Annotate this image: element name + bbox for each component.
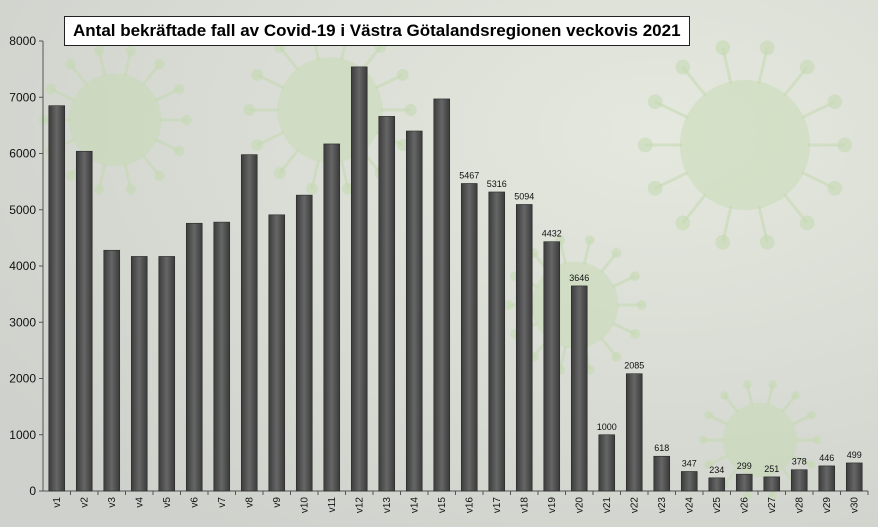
x-tick-label: v5 <box>162 497 173 508</box>
bar-v13 <box>378 116 396 492</box>
bar-v15 <box>433 98 451 492</box>
virus-decoration <box>637 40 853 250</box>
x-tick-label: v20 <box>574 497 585 514</box>
x-tick-label: v26 <box>739 497 750 514</box>
bar-v27 <box>763 476 781 492</box>
data-label: 378 <box>792 457 807 467</box>
virus-decoration <box>698 380 822 500</box>
data-label: 446 <box>819 453 834 463</box>
x-tick-label: v16 <box>464 497 475 514</box>
bar-v24 <box>680 471 698 492</box>
bar-v21 <box>598 434 616 492</box>
x-tick-label: v13 <box>382 497 393 514</box>
x-tick-label: v6 <box>189 497 200 508</box>
data-label: 4432 <box>542 229 562 239</box>
bar-v14 <box>405 130 423 492</box>
bar-v10 <box>295 194 313 492</box>
data-labels: 5467 5316 5094 4432 3646 1000 2085 618 347 234 299… <box>459 170 862 474</box>
bar-v11 <box>323 143 341 492</box>
data-label: 5094 <box>514 191 534 201</box>
bar-v12 <box>350 66 368 492</box>
bars <box>48 66 863 492</box>
bar-v23 <box>653 455 671 492</box>
data-label: 299 <box>737 461 752 471</box>
bar-v6 <box>185 222 203 492</box>
data-label: 618 <box>654 443 669 453</box>
data-label: 5316 <box>487 179 507 189</box>
data-label: 3646 <box>569 273 589 283</box>
x-tick-label: v7 <box>217 497 228 508</box>
bar-v19 <box>543 241 561 492</box>
bar-v8 <box>240 154 258 492</box>
x-tick-label: v30 <box>849 497 860 514</box>
bar-v17 <box>488 191 506 492</box>
x-tick-label: v29 <box>822 497 833 514</box>
bar-v1 <box>48 105 66 492</box>
bar-v28 <box>790 469 808 492</box>
bar-v4 <box>130 256 148 492</box>
x-tick-label: v3 <box>107 497 118 508</box>
x-tick-label: v1 <box>52 497 63 508</box>
y-tick-label: 6000 <box>9 147 36 161</box>
x-tick-label: v23 <box>657 497 668 514</box>
bar-v2 <box>75 150 93 492</box>
y-tick-label: 7000 <box>9 90 36 104</box>
bar-v20 <box>570 285 588 492</box>
y-tick-label: 5000 <box>9 203 36 217</box>
bar-v7 <box>213 221 231 492</box>
bar-v3 <box>103 249 121 492</box>
chart-title: Antal bekräftade fall av Covid-19 i Väst… <box>64 16 690 46</box>
x-tick-label: v9 <box>272 497 283 508</box>
x-tick-label: v21 <box>602 497 613 514</box>
x-tick-label: v8 <box>244 497 255 508</box>
y-tick-label: 3000 <box>9 315 36 329</box>
bar-v16 <box>460 183 478 492</box>
x-tick-label: v19 <box>547 497 558 514</box>
y-tick-label: 0 <box>29 484 36 498</box>
x-tick-label: v12 <box>354 497 365 514</box>
bar-v22 <box>625 373 643 492</box>
bar-v5 <box>158 256 176 492</box>
data-label: 1000 <box>597 422 617 432</box>
bar-v18 <box>515 204 533 492</box>
x-tick-label: v4 <box>134 497 145 508</box>
x-tick-label: v15 <box>437 497 448 514</box>
x-tick-label: v10 <box>299 497 310 514</box>
data-label: 499 <box>847 450 862 460</box>
y-tick-label: 1000 <box>9 428 36 442</box>
data-label: 251 <box>764 464 779 474</box>
x-tick-label: v11 <box>327 497 338 513</box>
y-tick-label: 2000 <box>9 372 36 386</box>
x-axis-ticks: v1 v2 v3 v4 v5 v6 v7 v8 v9 v10 v11 v12 v13 v14 v15 v16 v… <box>52 491 869 514</box>
data-label: 2085 <box>624 361 644 371</box>
x-tick-label: v17 <box>492 497 503 514</box>
bar-v26 <box>735 473 753 492</box>
x-tick-label: v2 <box>79 497 90 508</box>
y-tick-label: 4000 <box>9 259 36 273</box>
x-tick-label: v25 <box>712 497 723 514</box>
x-tick-label: v22 <box>629 497 640 514</box>
bar-v29 <box>818 465 836 492</box>
y-axis-ticks: 0 1000 2000 3000 4000 5000 6000 7000 8000 <box>9 34 43 498</box>
x-tick-label: v24 <box>684 497 695 514</box>
data-label: 234 <box>709 465 724 475</box>
bar-v25 <box>708 477 726 492</box>
x-tick-label: v18 <box>519 497 530 514</box>
x-tick-label: v27 <box>767 497 778 514</box>
data-label: 347 <box>682 458 697 468</box>
x-tick-label: v28 <box>794 497 805 514</box>
bar-v30 <box>845 462 863 492</box>
data-label: 5467 <box>459 170 479 180</box>
x-tick-label: v14 <box>409 497 420 514</box>
bar-v9 <box>268 214 286 492</box>
y-tick-label: 8000 <box>9 34 36 48</box>
